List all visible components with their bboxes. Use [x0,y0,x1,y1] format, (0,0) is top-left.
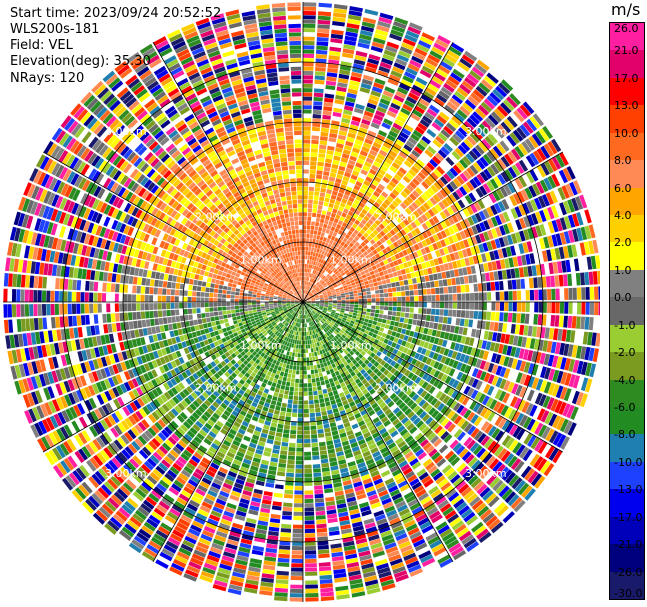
range-label: 2.00km [195,382,237,395]
start-time-label: Start time: 2023/09/24 20:52:52 [10,6,222,21]
colorbar-tick-label: -26.0 [614,565,643,579]
colorbar-tick-label: -17.0 [614,510,643,524]
colorbar-tick-label: -6.0 [614,401,636,414]
azimuth-spoke [302,151,564,303]
colorbar-segment [610,215,644,243]
nrays-label: NRays: 120 [10,71,85,86]
colorbar-segment [610,516,644,545]
colorbar-segment [610,461,644,490]
range-label: 3.00km [105,125,147,138]
range-label: 1.00km [240,253,282,266]
colorbar-tick-label: 6.0 [614,181,632,195]
colorbar-tick-label: -13.0 [614,483,643,497]
range-label: 3.00km [465,467,507,480]
colorbar-segment [610,407,644,435]
colorbar: 26.0 21.0 17.0 13.0 10.0 8.0 6.0 4.0 2.0 1.0 0.0 -1… [609,22,645,600]
colorbar-tick-label: -2.0 [614,346,636,360]
colorbar-tick-label: 2.0 [614,236,632,250]
colorbar-segment [610,132,644,161]
colorbar-segment [610,379,644,408]
colorbar-segment [610,571,644,600]
range-label: 1.00km [240,339,282,352]
colorbar-tick-label: 0.0 [614,291,632,305]
instrument-label: WLS200s-181 [10,22,100,37]
colorbar-tick-label: -10.0 [614,455,643,469]
range-label: 3.00km [465,125,507,138]
colorbar-segment [610,297,644,326]
azimuth-spoke [302,301,564,453]
colorbar-segment [610,544,644,573]
colorbar-segment [610,242,644,271]
colorbar-segment [610,23,644,51]
colorbar-segment [610,50,644,79]
colorbar-tick-label: -21.0 [614,538,643,552]
colorbar-tick-label: -4.0 [614,373,636,387]
ppi-gates [3,2,600,602]
colorbar-tick-label: 17.0 [614,71,639,85]
range-label: 3.00km [105,467,147,480]
azimuth-spoke [42,151,304,303]
range-label: 2.00km [375,211,417,224]
colorbar-unit: m/s [611,0,641,19]
colorbar-tick-label: -8.0 [614,428,636,442]
colorbar-segment [610,324,644,353]
colorbar-tick-label: 13.0 [614,99,639,113]
colorbar-segment [610,269,644,298]
range-label: 2.00km [375,382,417,395]
elevation-label: Elevation(deg): 35.30 [10,54,151,69]
colorbar-tick-label: 8.0 [614,154,632,168]
colorbar-segment [610,105,644,134]
range-label: 2.00km [195,211,237,224]
colorbar-tick-label: 1.0 [614,263,632,277]
colorbar-segment [610,187,644,216]
azimuth-spoke [42,301,304,453]
colorbar-segment [610,489,644,518]
colorbar-tick-label: 21.0 [614,44,639,58]
field-label: Field: VEL [10,38,73,53]
colorbar-segment [610,77,644,106]
colorbar-tick-label: -1.0 [614,318,636,332]
colorbar-segment [610,434,644,463]
ppi-scan-plot: 1.00km 2.00km 3.00km 1.00km 2.00km 3.00km 1.00… [3,2,600,602]
azimuth-spoke [302,301,454,563]
azimuth-spoke [152,41,304,303]
colorbar-tick-label: 10.0 [614,126,639,140]
azimuth-spoke [152,301,304,563]
azimuth-spoke [302,41,454,303]
range-label: 1.00km [330,253,372,266]
colorbar-tick-label: 26.0 [614,22,639,35]
colorbar-tick-label: 4.0 [614,209,632,222]
colorbar-segment [610,160,644,189]
range-label: 1.00km [330,339,372,352]
colorbar-tick-label: -30.0 [614,587,643,600]
colorbar-segment [610,352,644,381]
